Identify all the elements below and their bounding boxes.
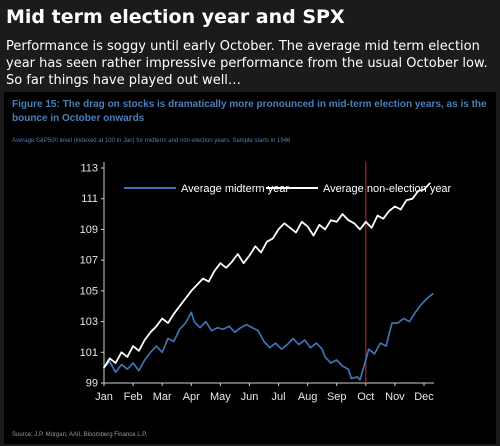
post-body: Performance is soggy until early October… [6,39,488,88]
y-tick-label: 101 [80,347,98,359]
x-tick-label: Apr [183,391,200,403]
x-tick-label: Jul [272,391,286,403]
legend-midterm-label: Average midterm year [181,183,289,195]
line-chart: 99 101 103 105 107 109 111 113 Jan Feb Mar Apr May Ju… [80,162,452,403]
x-tick-label: Jan [95,391,113,403]
figure-caption: Figure 15: The drag on stocks is dramati… [12,99,487,124]
y-tick-label: 103 [80,316,98,328]
y-tick-label: 105 [80,285,98,297]
y-tick-label: 109 [80,224,98,236]
y-tick-label: 111 [81,193,98,205]
legend-non-election-label: Average non-election year [323,183,452,195]
non-election-series-line [103,182,431,369]
chart-figure: Figure 15: The drag on stocks is dramati… [4,92,496,444]
x-tick-label: Jun [241,391,259,403]
midterm-series-line [103,293,434,381]
x-tick-label: Oct [357,391,374,403]
x-tick-label: Sep [327,391,347,403]
x-tick-label: May [210,391,231,403]
x-tick-label: Mar [153,391,172,403]
figure-subcaption: Average S&P500 level (indexed at 100 in … [12,138,291,144]
y-tick-label: 99 [86,378,98,390]
y-tick-label: 107 [80,255,98,267]
y-tick-label: 113 [80,163,98,175]
x-tick-label: Aug [298,391,318,403]
x-tick-label: Dec [414,391,434,403]
x-tick-label: Feb [124,391,143,403]
figure-source: Source: J.P. Morgan, AAII, Bloomberg Fin… [12,432,148,438]
x-tick-label: Nov [385,391,405,403]
post-title: Mid term election year and SPX [6,6,345,28]
